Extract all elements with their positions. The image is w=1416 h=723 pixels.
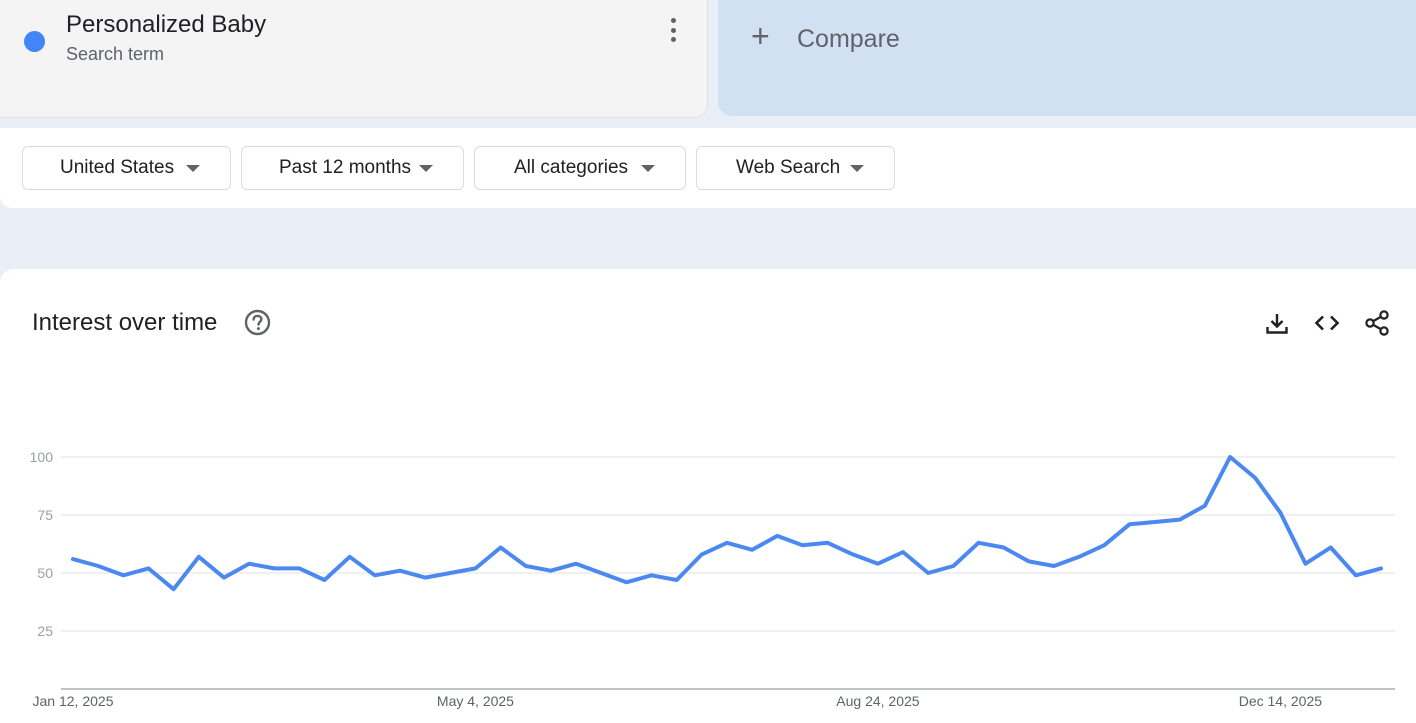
y-tick-label: 75	[37, 507, 53, 523]
data-point	[272, 566, 276, 570]
data-point	[197, 555, 201, 559]
data-point	[448, 571, 452, 575]
data-point	[977, 541, 981, 545]
caret-down-icon	[641, 165, 655, 172]
data-point	[1203, 504, 1207, 508]
data-point	[1304, 562, 1308, 566]
caret-down-icon	[850, 165, 864, 172]
y-tick-label: 100	[30, 449, 54, 465]
data-point	[373, 573, 377, 577]
filter-bar: United States Past 12 months All categor…	[0, 128, 1416, 208]
series-color-dot	[24, 31, 45, 52]
data-point	[549, 569, 553, 573]
data-point	[800, 543, 804, 547]
data-point	[71, 557, 75, 561]
data-point	[750, 548, 754, 552]
data-point	[1102, 543, 1106, 547]
interest-over-time-chart: 25 50 75 100 Jan 12, 2025 May 4, 2025 Aug 24, …	[30, 449, 1395, 709]
data-point	[1027, 559, 1031, 563]
x-tick-label: Dec 14, 2025	[1239, 693, 1322, 709]
data-point	[96, 564, 100, 568]
data-point	[775, 534, 779, 538]
data-point	[851, 552, 855, 556]
plus-icon: +	[751, 18, 770, 54]
data-point	[222, 576, 226, 580]
data-point	[121, 573, 125, 577]
chart-title: Interest over time	[32, 309, 218, 336]
data-point	[624, 580, 628, 584]
data-point	[1153, 520, 1157, 524]
data-point	[1178, 518, 1182, 522]
data-point	[599, 571, 603, 575]
caret-down-icon	[186, 165, 200, 172]
data-point	[1379, 566, 1383, 570]
x-tick-label: Aug 24, 2025	[836, 693, 920, 709]
download-icon[interactable]	[1263, 309, 1291, 337]
data-point	[348, 555, 352, 559]
data-point	[499, 545, 503, 549]
y-tick-label: 25	[37, 623, 53, 639]
y-tick-label: 50	[37, 565, 53, 581]
search-term-card: Personalized Baby Search term	[0, 0, 708, 118]
data-point	[1329, 545, 1333, 549]
data-point	[1253, 476, 1257, 480]
x-tick-label: May 4, 2025	[437, 693, 514, 709]
x-tick-label: Jan 12, 2025	[33, 693, 114, 709]
data-point	[951, 564, 955, 568]
category-dropdown-label: All categories	[514, 157, 629, 178]
time-range-dropdown-label: Past 12 months	[279, 157, 412, 178]
compare-label: Compare	[797, 25, 900, 53]
region-dropdown-label: United States	[60, 157, 175, 178]
data-point	[323, 578, 327, 582]
search-term-title[interactable]: Personalized Baby	[66, 11, 267, 38]
series-line-personalized-baby	[71, 455, 1383, 592]
data-point	[675, 578, 679, 582]
data-point	[247, 562, 251, 566]
data-point	[1127, 522, 1131, 526]
data-point	[926, 571, 930, 575]
data-point	[1052, 564, 1056, 568]
data-point	[574, 562, 578, 566]
search-type-dropdown[interactable]: Web Search	[696, 146, 895, 190]
data-point	[650, 573, 654, 577]
data-point	[524, 564, 528, 568]
data-point	[1228, 455, 1232, 459]
data-point	[826, 541, 830, 545]
more-options-icon[interactable]	[663, 16, 683, 44]
category-dropdown[interactable]: All categories	[474, 146, 686, 190]
search-term-subtitle: Search term	[66, 44, 165, 64]
data-point	[172, 587, 176, 591]
embed-code-icon[interactable]	[1313, 309, 1341, 337]
data-point	[1278, 511, 1282, 515]
data-point	[876, 562, 880, 566]
compare-button[interactable]: + Compare	[718, 0, 1416, 116]
data-point	[473, 566, 477, 570]
data-point	[901, 550, 905, 554]
data-point	[700, 552, 704, 556]
data-point	[1002, 545, 1006, 549]
interest-over-time-card: Interest over time 25 50 75 100 Jan 12, 2025…	[0, 269, 1416, 723]
data-point	[725, 541, 729, 545]
region-dropdown[interactable]: United States	[22, 146, 231, 190]
time-range-dropdown[interactable]: Past 12 months	[241, 146, 464, 190]
data-point	[146, 566, 150, 570]
data-point	[297, 566, 301, 570]
help-circle-icon[interactable]	[244, 309, 271, 336]
data-point	[1354, 573, 1358, 577]
data-point	[398, 569, 402, 573]
data-point	[1077, 555, 1081, 559]
share-icon[interactable]	[1363, 309, 1391, 337]
data-point	[423, 576, 427, 580]
search-type-dropdown-label: Web Search	[736, 157, 841, 178]
caret-down-icon	[419, 165, 433, 172]
